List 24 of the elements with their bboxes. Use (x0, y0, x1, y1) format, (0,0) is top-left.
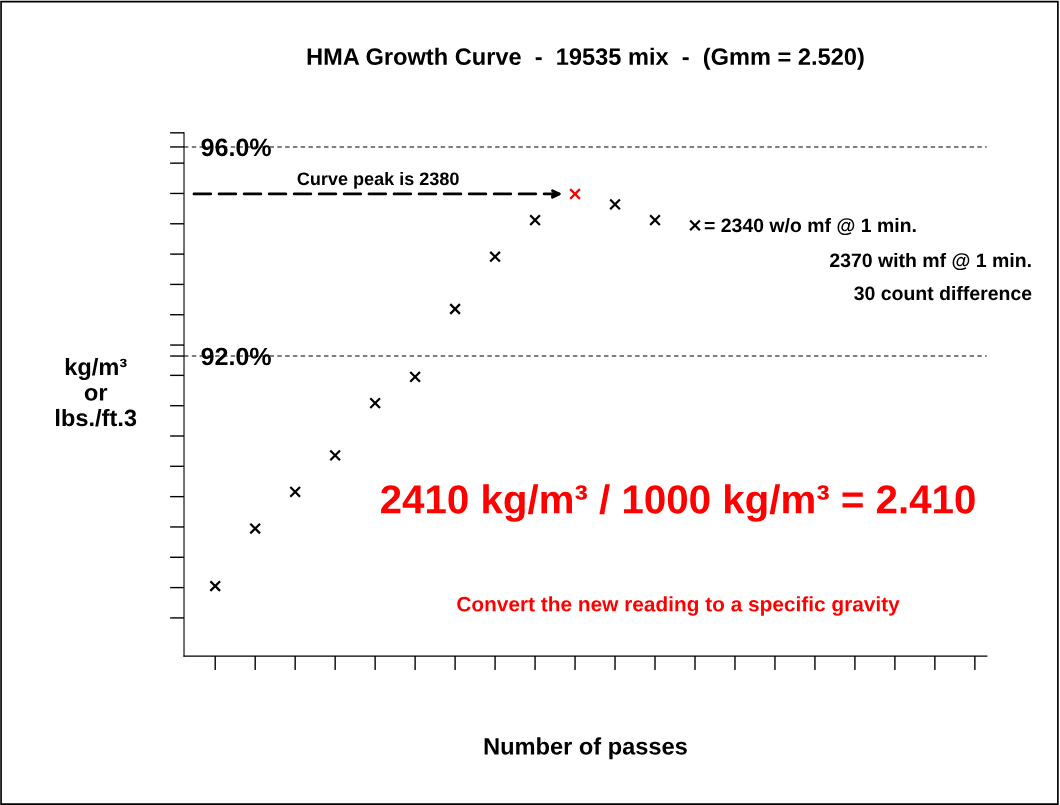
point (249, 522, 262, 535)
point (369, 397, 382, 410)
annotation: Curve peak is 2380 (297, 171, 459, 189)
x-axis-title: Number of passes (484, 737, 687, 760)
point (289, 485, 302, 498)
annotation: Convert the new reading to a specific gravity (457, 596, 900, 616)
y-tick-label: 92.0% (201, 347, 271, 366)
point (329, 449, 342, 462)
y-axis-title: kg/m³ or lbs./ft.3 (56, 357, 137, 427)
point (489, 250, 502, 263)
annotation: = 2340 w/o mf @ 1 min. (704, 217, 916, 236)
chart-title: HMA Growth Curve - 19535 mix - (Gmm = 2.520) (307, 47, 864, 70)
point (609, 198, 621, 211)
point (569, 188, 582, 200)
point (449, 303, 462, 315)
annotation: 30 count difference (854, 285, 1032, 301)
annotation: 2410 kg/m³ / 1000 kg/m³ = 2.410 (381, 484, 975, 522)
point (529, 214, 542, 227)
point (689, 219, 701, 232)
annotation: 2370 with mf @ 1 min. (830, 252, 1031, 271)
point (209, 580, 222, 592)
y-tick-label: 96.0% (201, 138, 271, 157)
point (649, 214, 661, 227)
point (409, 370, 422, 383)
